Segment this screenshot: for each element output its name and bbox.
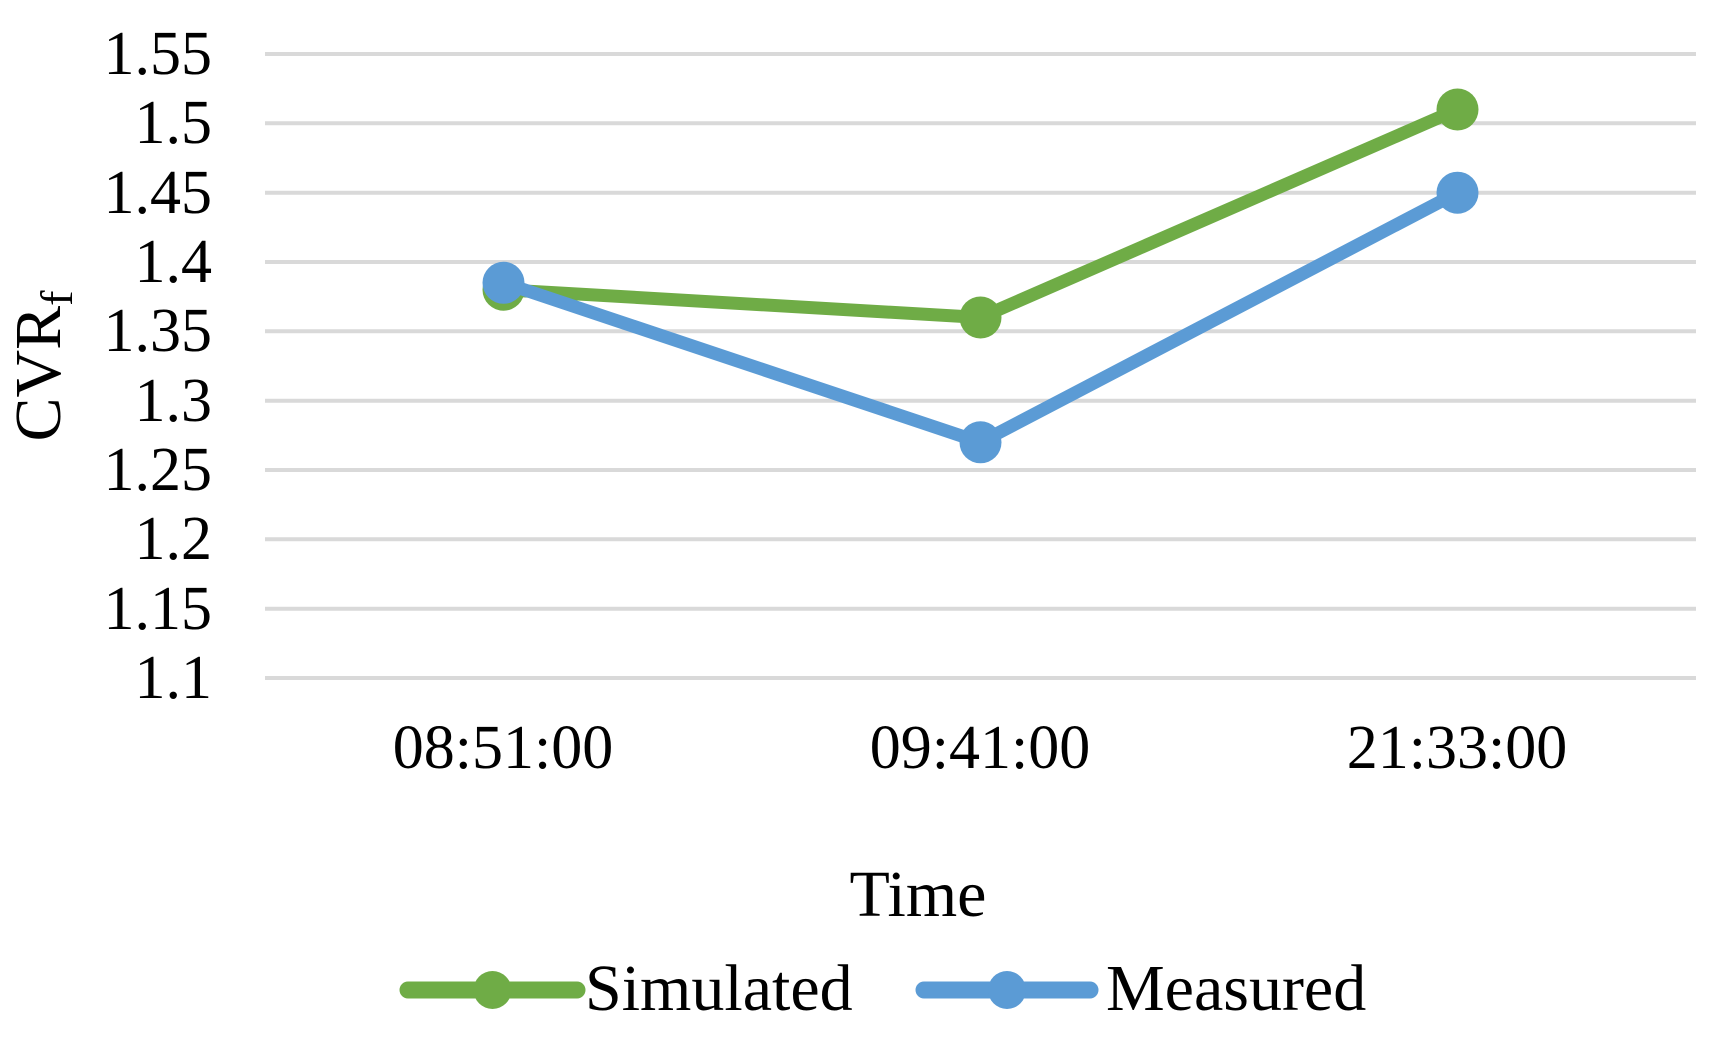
- x-axis-tick-labels: 08:51:00 09:41:00 21:33:00: [393, 714, 1567, 782]
- y-axis-title: CVRf: [2, 290, 82, 442]
- y-tick-label: 1.25: [104, 436, 213, 504]
- series-layer: [482, 88, 1479, 464]
- x-tick-label: 08:51:00: [393, 714, 613, 782]
- y-tick-label: 1.35: [104, 297, 213, 365]
- legend-marker-simulated: [473, 971, 512, 1009]
- data-point-simulated-21:33:00: [1436, 88, 1479, 131]
- legend-label-measured: Measured: [1106, 952, 1366, 1025]
- x-tick-label: 21:33:00: [1347, 714, 1567, 782]
- y-axis-tick-labels: 1.55 1.5 1.45 1.4 1.35 1.3 1.25 1.2 1.15…: [104, 20, 213, 712]
- y-tick-label: 1.55: [104, 20, 213, 88]
- y-tick-label: 1.2: [135, 505, 213, 573]
- legend-marker-measured: [988, 971, 1026, 1009]
- y-tick-label: 1.15: [104, 575, 213, 643]
- y-tick-label: 1.45: [104, 159, 213, 227]
- data-point-measured-21:33:00: [1436, 171, 1479, 214]
- data-point-measured-08:51:00: [482, 261, 525, 304]
- gridlines-layer: [265, 52, 1696, 680]
- y-tick-label: 1.4: [135, 228, 213, 296]
- y-tick-label: 1.1: [135, 644, 213, 712]
- x-tick-label: 09:41:00: [870, 714, 1090, 782]
- data-point-measured-09:41:00: [959, 421, 1002, 464]
- y-tick-label: 1.5: [135, 89, 213, 157]
- legend-label-simulated: Simulated: [585, 952, 853, 1025]
- x-axis-title: Time: [850, 858, 987, 931]
- series-line-simulated: [497, 103, 1464, 324]
- legend-swatches: [399, 971, 1099, 1009]
- legend: Simulated Measured: [399, 952, 1366, 1025]
- y-tick-label: 1.3: [135, 367, 213, 435]
- data-point-simulated-09:41:00: [959, 296, 1002, 339]
